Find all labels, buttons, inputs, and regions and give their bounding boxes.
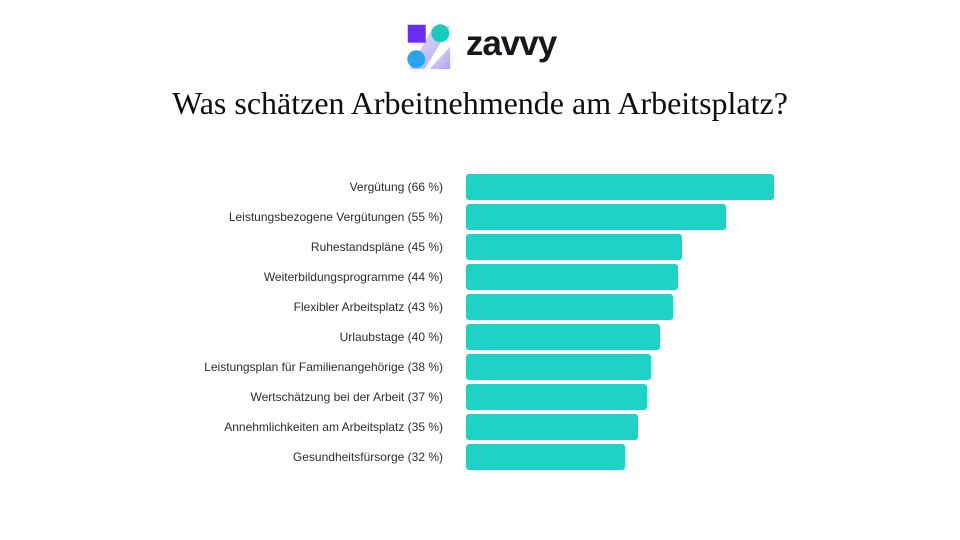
bar-row: Weiterbildungsprogramme (44 %) — [0, 262, 960, 292]
bar — [466, 384, 647, 410]
bar — [466, 234, 682, 260]
bar-label: Weiterbildungsprogramme (44 %) — [263, 270, 443, 284]
bar-label: Flexibler Arbeitsplatz (43 %) — [293, 300, 443, 314]
bar-row: Gesundheitsfürsorge (32 %) — [0, 442, 960, 472]
bar-row: Ruhestandspläne (45 %) — [0, 232, 960, 262]
bar-label: Wertschätzung bei der Arbeit (37 %) — [250, 390, 443, 404]
brand-wordmark: zavvy — [465, 24, 557, 63]
bar-row: Vergütung (66 %) — [0, 172, 960, 202]
chart-title: Was schätzen Arbeitnehmende am Arbeitspl… — [172, 85, 788, 121]
bar-label: Vergütung (66 %) — [349, 180, 443, 194]
bar-label: Gesundheitsfürsorge (32 %) — [292, 450, 443, 464]
bar-row: Flexibler Arbeitsplatz (43 %) — [0, 292, 960, 322]
bar-rows: Vergütung (66 %) Leistungsbezogene Vergüt… — [0, 172, 960, 472]
zavvy-logo-mark — [407, 24, 450, 70]
bar-label: Urlaubstage (40 %) — [339, 330, 443, 344]
bar — [466, 264, 678, 290]
bar — [466, 204, 726, 230]
bar — [466, 324, 660, 350]
zavvy-logo: zavvy — [0, 20, 960, 71]
logo-square — [407, 24, 426, 43]
bar-row: Wertschätzung bei der Arbeit (37 %) — [0, 382, 960, 412]
bar — [466, 354, 651, 380]
bar-label: Leistungsbezogene Vergütungen (55 %) — [228, 210, 443, 224]
bar — [466, 414, 638, 440]
bar — [466, 174, 774, 200]
bar-label: Leistungsplan für Familienangehörige (38… — [204, 360, 443, 374]
bar-row: Urlaubstage (40 %) — [0, 322, 960, 352]
logo-circle-bottom — [407, 50, 426, 69]
bar — [466, 444, 625, 470]
bar-row: Annehmlichkeiten am Arbeitsplatz (35 %) — [0, 412, 960, 442]
bar — [466, 294, 673, 320]
logo-circle-top — [431, 24, 450, 43]
bar-row: Leistungsbezogene Vergütungen (55 %) — [0, 202, 960, 232]
bar-label: Annehmlichkeiten am Arbeitsplatz (35 %) — [224, 420, 443, 434]
bar-label: Ruhestandspläne (45 %) — [310, 240, 443, 254]
bar-row: Leistungsplan für Familienangehörige (38… — [0, 352, 960, 382]
